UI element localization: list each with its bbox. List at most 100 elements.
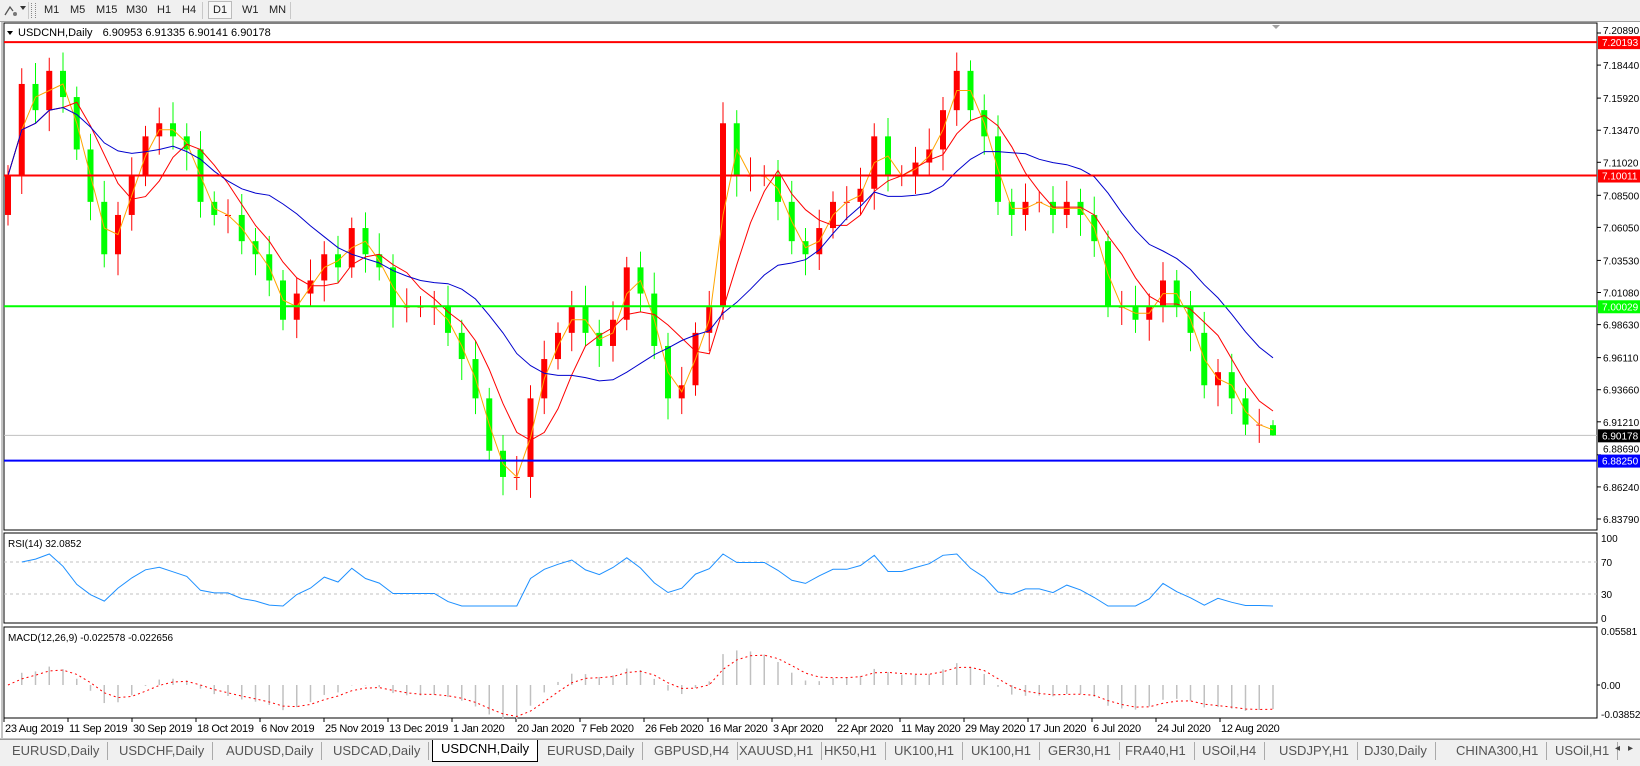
macd-tick-label: -0.038524 xyxy=(1601,710,1640,721)
y-tick-label: 6.86240 xyxy=(1603,483,1640,494)
timeframe-m15-button[interactable]: M15 xyxy=(96,4,118,16)
x-tick-label: 11 May 2020 xyxy=(901,723,961,735)
price-label-box xyxy=(1598,429,1640,443)
y-tick-label: 7.06050 xyxy=(1603,223,1640,234)
chart-tab[interactable]: EURUSD,Daily xyxy=(539,742,644,760)
y-tick-label: 6.98630 xyxy=(1603,321,1640,332)
timeframe-h4-button[interactable]: H4 xyxy=(182,4,197,16)
scroll-left-icon[interactable]: ◂ xyxy=(1615,743,1621,754)
rsi-tick-label: 100 xyxy=(1601,534,1618,545)
x-tick-label: 22 Apr 2020 xyxy=(837,723,893,735)
macd-signal-line xyxy=(7,654,1274,718)
y-tick-label: 6.93660 xyxy=(1603,386,1640,397)
toolbar-separator xyxy=(28,2,29,19)
chart-window[interactable]: 7.20890 7.18440 7.15920 7.13470 7.11020 7.085… xyxy=(0,22,1640,739)
x-tick-label: 18 Oct 2019 xyxy=(197,723,254,735)
moving-average-line xyxy=(7,101,1274,441)
rsi-line xyxy=(21,553,1274,607)
chart-tab[interactable]: AUDUSD,Daily xyxy=(218,742,323,760)
chart-tab[interactable]: USDCHF,Daily xyxy=(111,742,214,760)
x-tick-label: 16 Mar 2020 xyxy=(709,723,768,735)
chart-tab[interactable]: USOil,H4 xyxy=(1194,742,1266,760)
candle-body xyxy=(1270,425,1276,436)
y-tick-label: 7.01080 xyxy=(1603,289,1640,300)
moving-average-line xyxy=(7,83,1274,478)
rsi-legend: RSI(14) 32.0852 xyxy=(8,539,82,550)
timeframe-m30-button[interactable]: M30 xyxy=(126,4,148,16)
chart-tab[interactable]: XAUUSD,H1 xyxy=(731,742,823,760)
y-tick-label: 7.15920 xyxy=(1603,94,1640,105)
price-label-box xyxy=(1598,300,1640,314)
chart-tab[interactable]: UK100,H1 xyxy=(886,742,963,760)
timeframe-h1-button[interactable]: H1 xyxy=(157,4,172,16)
macd-tick-label: 0.05581 xyxy=(1601,627,1638,638)
x-tick-label: 29 May 2020 xyxy=(965,723,1025,735)
x-tick-label: 30 Sep 2019 xyxy=(133,723,192,735)
y-tick-label: 6.91210 xyxy=(1603,418,1640,429)
chart-tab[interactable]: UK100,H1 xyxy=(963,742,1040,760)
y-tick-label: 6.88690 xyxy=(1603,445,1640,456)
chart-tab[interactable]: USDCNH,Daily xyxy=(432,740,539,762)
x-tick-label: 6 Nov 2019 xyxy=(261,723,314,735)
toolbar-separator xyxy=(290,2,291,19)
chart-tabs: EURUSD,Daily USDCHF,Daily AUDUSD,Daily USDC… xyxy=(0,739,1640,766)
drawing-tools-icon[interactable] xyxy=(3,3,19,18)
x-tick-label: 25 Nov 2019 xyxy=(325,723,384,735)
ohlc-readout: 6.90953 6.91335 6.90141 6.90178 xyxy=(103,27,271,39)
chart-tab[interactable]: GER30,H1 xyxy=(1040,742,1120,760)
x-tick-label: 17 Jun 2020 xyxy=(1029,723,1086,735)
x-tick-label: 11 Sep 2019 xyxy=(69,723,127,735)
price-level-label: 6.88250 xyxy=(1602,457,1639,468)
price-level-label: 7.00029 xyxy=(1602,302,1639,313)
chart-shift-marker-icon[interactable] xyxy=(1272,25,1280,29)
x-tick-label: 26 Feb 2020 xyxy=(645,723,704,735)
chevron-down-icon[interactable] xyxy=(20,6,26,10)
y-tick-label: 7.08500 xyxy=(1603,191,1640,202)
chart-tab[interactable]: USOil,H1 xyxy=(1547,742,1619,760)
y-tick-label: 6.83790 xyxy=(1603,515,1640,526)
timeframe-d1-button[interactable]: D1 xyxy=(208,1,233,19)
chart-tab[interactable]: USDJPY,H1 xyxy=(1271,742,1358,760)
chevron-down-icon[interactable] xyxy=(7,31,13,35)
price-label-box xyxy=(1598,169,1640,183)
y-tick-label: 7.18440 xyxy=(1603,61,1640,72)
timeframe-m1-button[interactable]: M1 xyxy=(44,4,60,16)
toolbar-separator xyxy=(202,2,203,19)
timeframe-mn-button[interactable]: MN xyxy=(269,4,287,16)
x-tick-label: 24 Jul 2020 xyxy=(1157,723,1211,735)
macd-panel xyxy=(3,626,1598,719)
y-tick-label: 7.11020 xyxy=(1603,158,1639,169)
toolbar-grip[interactable] xyxy=(31,3,36,18)
x-tick-label: 7 Feb 2020 xyxy=(581,723,634,735)
chart-tab[interactable]: EURUSD,Daily xyxy=(4,742,109,760)
rsi-tick-label: 30 xyxy=(1601,590,1613,601)
chart-tab[interactable]: CHINA300,H1 xyxy=(1448,742,1548,760)
x-tick-label: 13 Dec 2019 xyxy=(389,723,448,735)
chart-tab[interactable]: GBPUSD,H4 xyxy=(646,742,739,760)
x-tick-label: 3 Apr 2020 xyxy=(773,723,823,735)
timeframe-m5-button[interactable]: M5 xyxy=(70,4,86,16)
chart-symbol-title: USDCNH,Daily xyxy=(18,27,93,39)
price-level-label: 7.10011 xyxy=(1602,172,1638,183)
scroll-right-icon[interactable]: ▸ xyxy=(1628,743,1634,754)
timeframe-w1-button[interactable]: W1 xyxy=(242,4,259,16)
x-tick-label: 1 Jan 2020 xyxy=(453,723,505,735)
x-tick-label: 23 Aug 2019 xyxy=(5,723,64,735)
price-label-box xyxy=(1598,454,1640,468)
x-tick-label: 6 Jul 2020 xyxy=(1093,723,1141,735)
chart-tab[interactable]: HK50,H1 xyxy=(816,742,886,760)
main-price-panel xyxy=(3,22,1598,531)
candle-body xyxy=(5,175,11,215)
chart-tab[interactable]: FRA40,H1 xyxy=(1117,742,1195,760)
rsi-tick-label: 0 xyxy=(1601,614,1607,625)
chart-tab[interactable]: DJ30,Daily xyxy=(1356,742,1436,760)
y-tick-label: 7.13470 xyxy=(1603,126,1640,137)
current-price-label: 6.90178 xyxy=(1602,431,1639,442)
x-tick-label: 20 Jan 2020 xyxy=(517,723,574,735)
price-label-box xyxy=(1598,36,1640,50)
price-level-label: 7.20193 xyxy=(1602,38,1639,49)
macd-tick-label: 0.00 xyxy=(1601,681,1621,692)
y-tick-label: 6.96110 xyxy=(1603,354,1639,365)
chart-tab[interactable]: USDCAD,Daily xyxy=(325,742,430,760)
rsi-panel xyxy=(3,532,1598,624)
